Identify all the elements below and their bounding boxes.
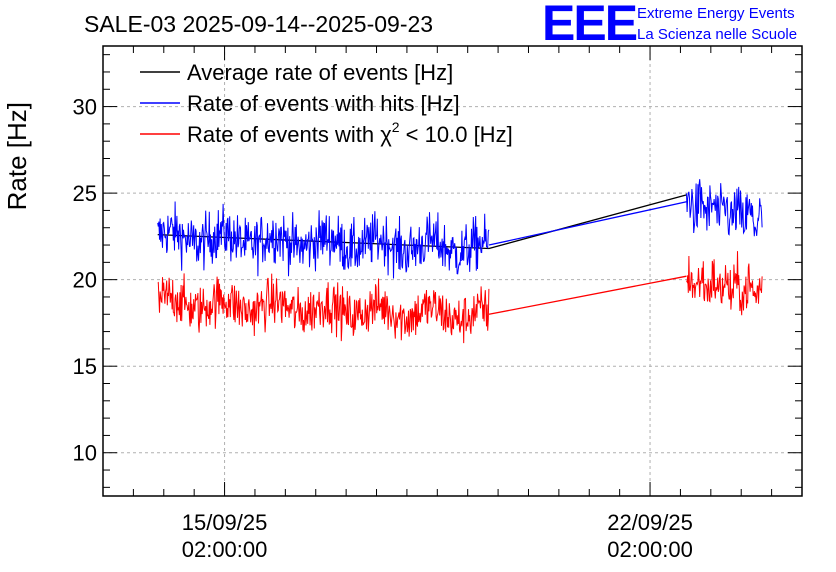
series-chi2-segment-1 [157, 273, 490, 344]
legend-label-chi2-sup: 2 [392, 119, 400, 135]
x-tick-label-time: 02:00:00 [607, 537, 693, 562]
legend-label-chi2-prefix: Rate of events with χ [187, 122, 392, 147]
y-tick-label: 10 [73, 441, 97, 466]
legend: Average rate of events [Hz] Rate of even… [140, 60, 513, 147]
series-average-line-2 [488, 194, 687, 250]
series-hits-segment-1 [157, 201, 490, 279]
legend-label-hits: Rate of events with hits [Hz] [187, 91, 460, 116]
y-tick-label: 25 [73, 181, 97, 206]
chart-title: SALE-03 2025-09-14--2025-09-23 [84, 11, 433, 37]
plot-frame [102, 45, 803, 497]
data-series [157, 179, 763, 344]
org-name-line1: Extreme Energy Events [637, 5, 795, 22]
y-tick-label: 20 [73, 268, 97, 293]
org-name-line2: La Scienza nelle Scuole [637, 26, 797, 43]
series-hits-segment-2 [686, 179, 763, 237]
legend-label-average: Average rate of events [Hz] [187, 60, 453, 85]
y-axis-label: Rate [Hz] [2, 102, 32, 210]
series-chi2-segment-2 [686, 251, 763, 316]
grid-lines [103, 46, 802, 496]
y-tick-label: 15 [73, 354, 97, 379]
legend-label-chi2-suffix: < 10.0 [Hz] [400, 122, 513, 147]
series-hits-connector [488, 201, 687, 246]
x-tick-label-date: 22/09/25 [607, 510, 693, 535]
eee-logo: EEE [542, 0, 637, 51]
series-chi2-connector [488, 275, 687, 315]
x-tick-label-time: 02:00:00 [182, 537, 268, 562]
axes: 101520253015/09/2502:00:0022/09/2502:00:… [73, 45, 803, 562]
x-tick-label-date: 15/09/25 [182, 510, 268, 535]
y-tick-label: 30 [73, 95, 97, 120]
legend-label-chi2: Rate of events with χ2 < 10.0 [Hz] [187, 119, 513, 147]
